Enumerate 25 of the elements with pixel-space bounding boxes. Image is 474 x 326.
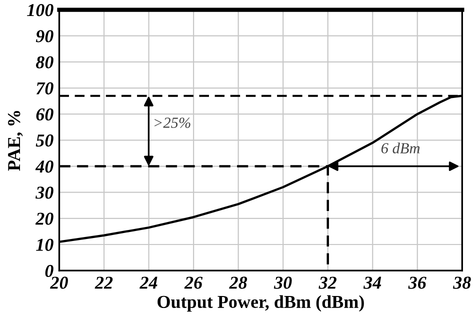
x-tick-label: 24	[140, 276, 158, 289]
x-tick-label: 30	[274, 276, 292, 289]
y-tick-label: 90	[36, 30, 54, 42]
y-axis-title: PAE, %	[8, 110, 23, 171]
y-tick-label: 10	[36, 238, 54, 251]
annotation: >25%	[154, 118, 190, 128]
x-axis-title: Output Power, dBm (dBm)	[158, 295, 364, 312]
x-tick-label: 36	[408, 276, 426, 289]
x-tick-label: 22	[94, 276, 113, 289]
y-tick-label: 80	[36, 56, 54, 68]
y-tick-label: 20	[35, 212, 54, 225]
x-tick-label: 28	[229, 276, 248, 289]
x-tick-label: 32	[318, 276, 336, 289]
annotation: 6 dBm	[381, 142, 420, 154]
x-tick-label: 20	[50, 276, 68, 289]
y-tick-label: 70	[36, 82, 54, 94]
y-tick-label: 40	[35, 160, 54, 173]
y-tick-label: 100	[27, 4, 54, 16]
y-tick-label: 60	[36, 108, 54, 121]
y-tick-label: 30	[36, 186, 54, 199]
x-tick-label: 38	[452, 276, 471, 289]
y-tick-label: 0	[45, 264, 54, 278]
x-tick-label: 34	[363, 276, 382, 289]
x-tick-label: 26	[184, 276, 203, 289]
y-tick-label: 50	[36, 134, 54, 147]
